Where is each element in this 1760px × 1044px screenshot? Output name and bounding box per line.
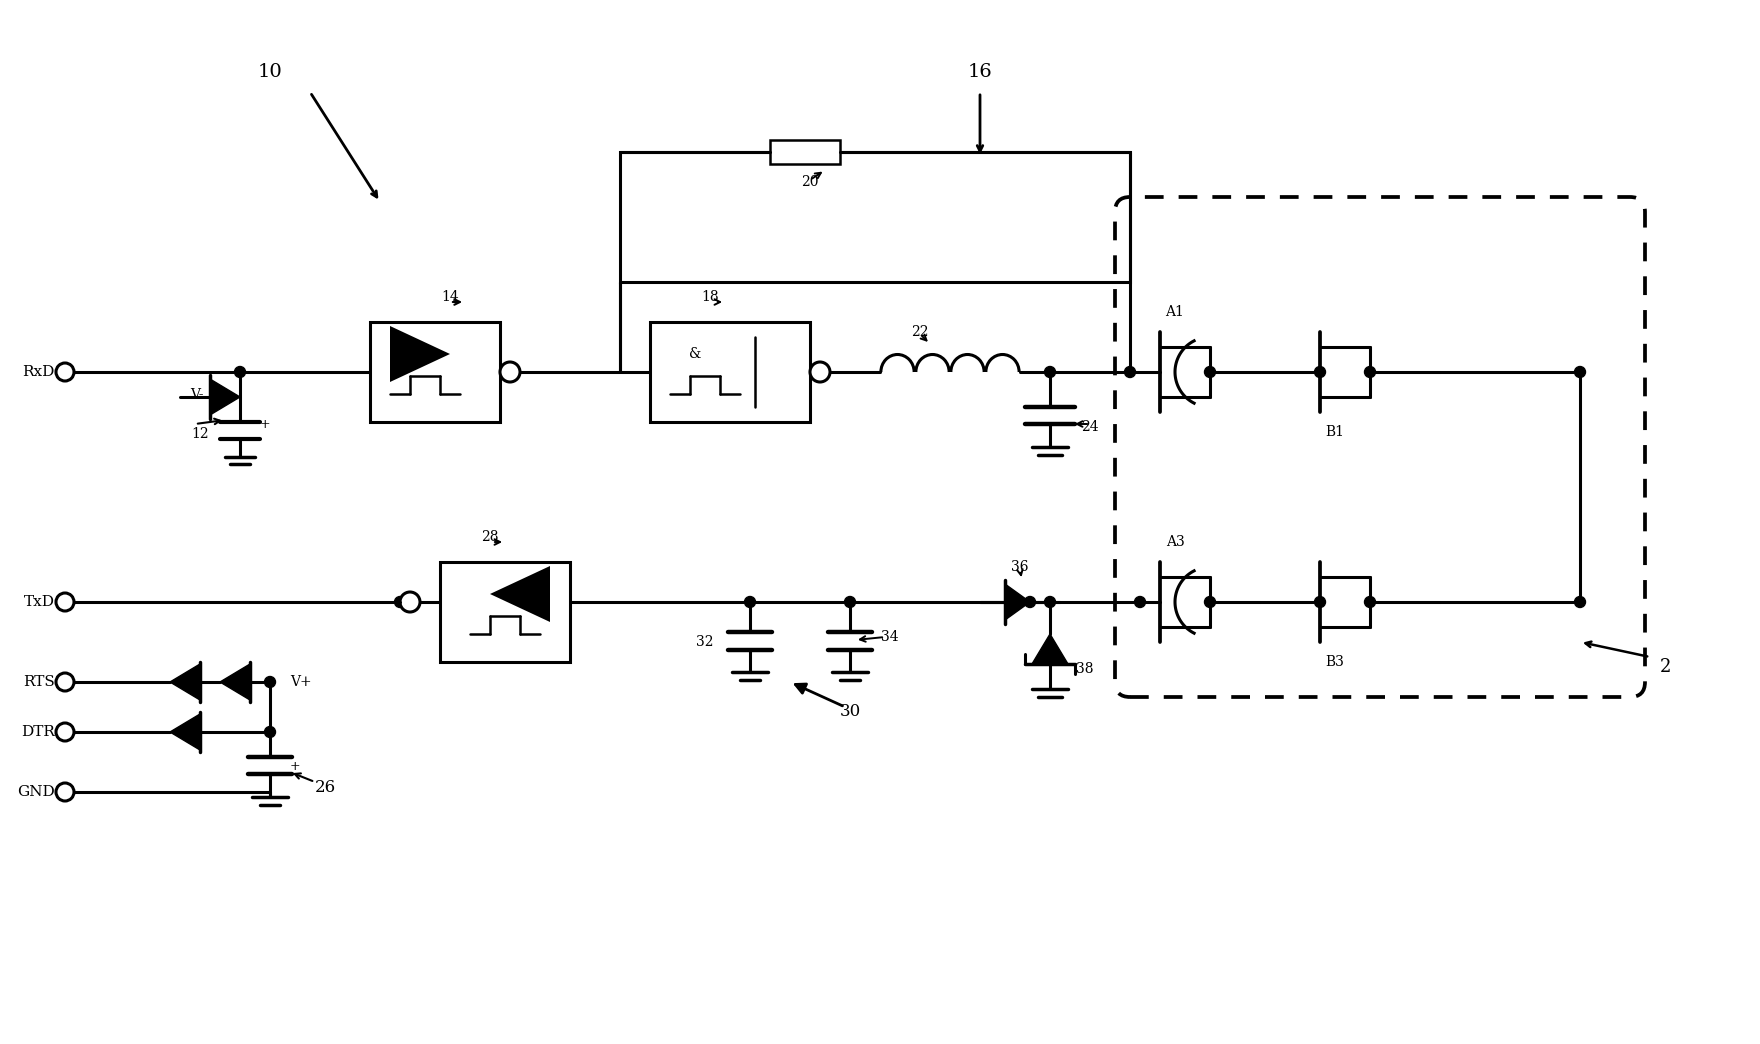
- Text: A1: A1: [1165, 305, 1184, 319]
- Circle shape: [394, 596, 405, 608]
- Text: 30: 30: [840, 704, 861, 720]
- Bar: [771, 140, 840, 164]
- Polygon shape: [1031, 634, 1068, 664]
- Bar: [370, 322, 500, 422]
- Circle shape: [845, 596, 855, 608]
- Text: A3: A3: [1165, 535, 1184, 549]
- Text: V-: V-: [190, 388, 204, 402]
- Text: B1: B1: [1325, 425, 1345, 438]
- Text: B3: B3: [1325, 655, 1345, 669]
- Polygon shape: [171, 714, 201, 750]
- Text: 38: 38: [1077, 662, 1093, 677]
- Text: RxD: RxD: [23, 365, 55, 379]
- Circle shape: [1575, 596, 1586, 608]
- Circle shape: [1315, 596, 1325, 608]
- Circle shape: [1125, 366, 1135, 378]
- Circle shape: [400, 592, 421, 612]
- Circle shape: [1315, 366, 1325, 378]
- Text: DTR: DTR: [21, 725, 55, 739]
- Circle shape: [1364, 596, 1376, 608]
- Polygon shape: [209, 379, 239, 416]
- Circle shape: [264, 727, 276, 737]
- Polygon shape: [171, 664, 201, 699]
- Text: 34: 34: [882, 630, 899, 644]
- Circle shape: [1044, 366, 1056, 378]
- Circle shape: [1044, 596, 1056, 608]
- Bar: [649, 322, 810, 422]
- Bar: [620, 152, 1130, 282]
- Circle shape: [1204, 596, 1216, 608]
- Text: +: +: [290, 760, 301, 774]
- Text: +: +: [260, 419, 271, 431]
- Text: 24: 24: [1081, 420, 1098, 434]
- Circle shape: [264, 677, 276, 688]
- Polygon shape: [1005, 584, 1030, 620]
- Circle shape: [56, 363, 74, 381]
- Polygon shape: [489, 566, 551, 622]
- Text: 2: 2: [1660, 658, 1672, 677]
- Text: 14: 14: [442, 290, 459, 304]
- Text: 22: 22: [912, 325, 929, 339]
- Circle shape: [1575, 366, 1586, 378]
- Circle shape: [56, 673, 74, 691]
- Text: 16: 16: [968, 63, 993, 81]
- Text: TxD: TxD: [25, 595, 55, 609]
- Polygon shape: [391, 326, 451, 382]
- Circle shape: [744, 596, 755, 608]
- Text: 26: 26: [315, 779, 336, 796]
- Text: 20: 20: [801, 175, 818, 189]
- Text: GND: GND: [18, 785, 55, 799]
- Text: 18: 18: [700, 290, 718, 304]
- Circle shape: [234, 366, 245, 378]
- Circle shape: [1204, 366, 1216, 378]
- Circle shape: [1024, 596, 1035, 608]
- Text: RTS: RTS: [23, 675, 55, 689]
- Text: &: &: [688, 347, 700, 361]
- Bar: [440, 562, 570, 662]
- Text: 10: 10: [257, 63, 282, 81]
- Circle shape: [500, 362, 519, 382]
- Text: 12: 12: [192, 427, 209, 441]
- Circle shape: [56, 723, 74, 741]
- Text: 36: 36: [1012, 560, 1030, 574]
- Circle shape: [810, 362, 831, 382]
- Text: 32: 32: [697, 635, 715, 649]
- Text: V+: V+: [290, 675, 312, 689]
- Circle shape: [1135, 596, 1146, 608]
- Polygon shape: [220, 664, 250, 699]
- Circle shape: [56, 783, 74, 801]
- Text: 28: 28: [480, 530, 498, 544]
- Circle shape: [56, 593, 74, 611]
- Circle shape: [1364, 366, 1376, 378]
